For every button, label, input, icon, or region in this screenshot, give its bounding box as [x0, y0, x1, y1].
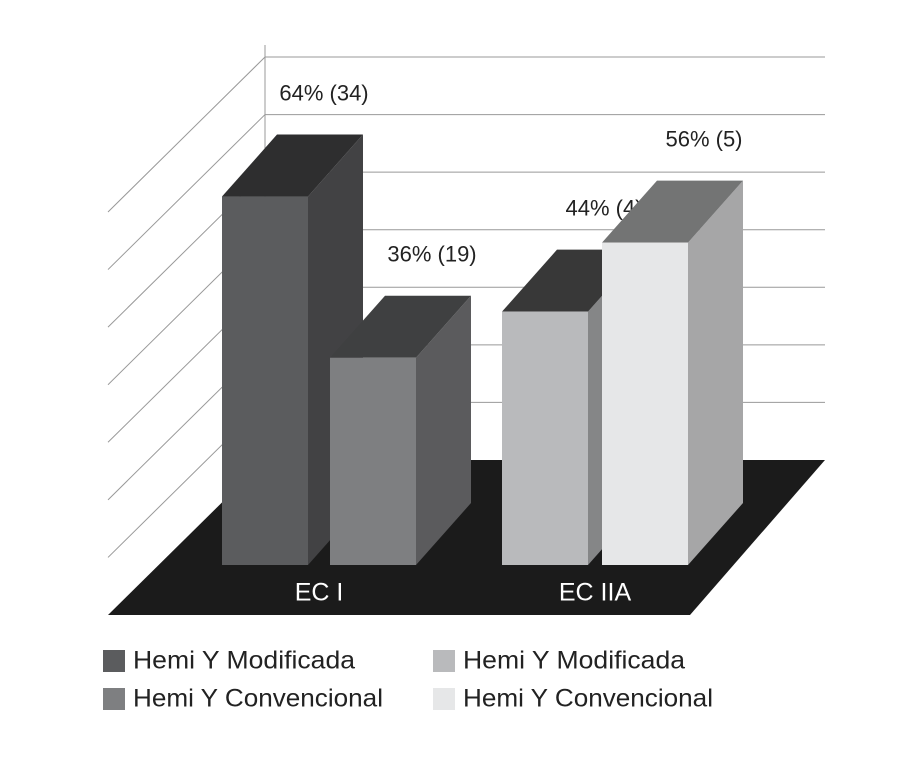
legend-swatch	[103, 688, 125, 710]
value-label: 56% (5)	[665, 126, 742, 151]
x-tick-label: EC IIA	[559, 579, 632, 607]
bar-side	[416, 295, 471, 565]
bar	[222, 196, 308, 566]
bar	[502, 311, 588, 565]
bar	[330, 357, 416, 565]
value-label: 36% (19)	[387, 242, 476, 267]
legend-label: Hemi Y Modificada	[463, 647, 685, 675]
bar-top	[602, 180, 743, 243]
grid-line	[107, 56, 825, 213]
bar	[602, 242, 688, 565]
legend-swatch	[433, 650, 455, 672]
legend-label: Hemi Y Modificada	[133, 647, 355, 675]
bar-side	[688, 180, 743, 565]
value-label: 64% (34)	[279, 80, 368, 105]
legend-label: Hemi Y Convencional	[463, 685, 713, 713]
bar-top	[222, 134, 363, 197]
legend-swatch	[103, 650, 125, 672]
bar-top	[330, 295, 471, 358]
legend-swatch	[433, 688, 455, 710]
grid-line	[107, 114, 825, 270]
x-tick-label: EC I	[295, 579, 344, 607]
legend-label: Hemi Y Convencional	[133, 685, 383, 713]
